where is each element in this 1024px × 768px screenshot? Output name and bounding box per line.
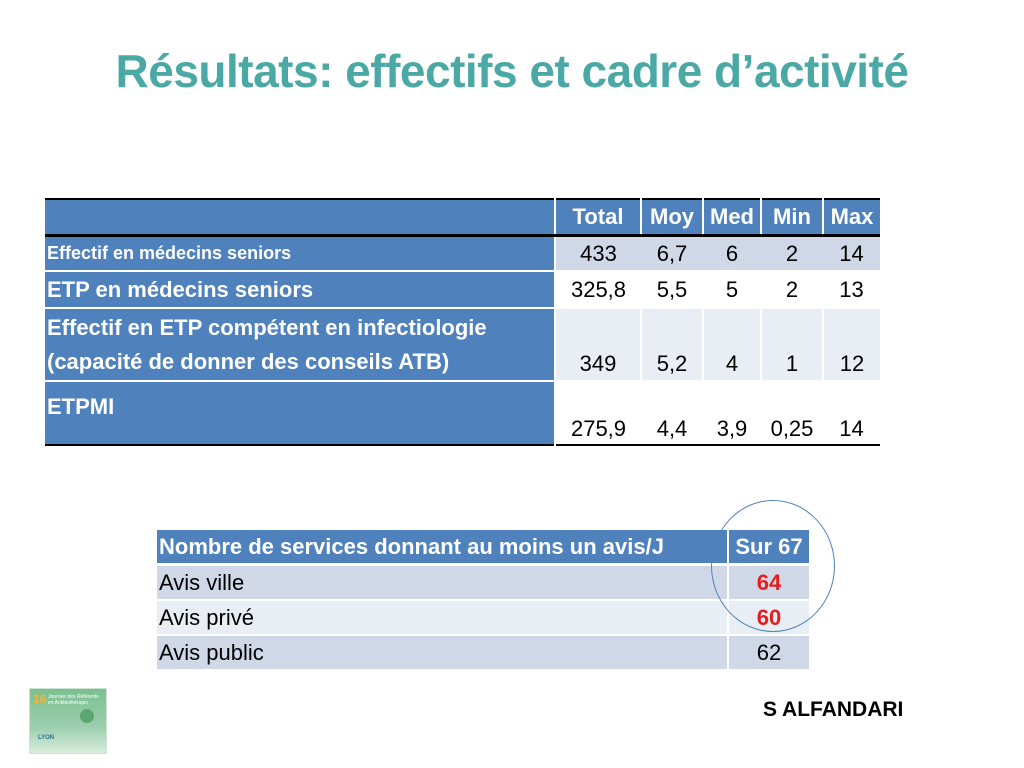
logo-text: Journée des Référents en Antibiothérapie: [48, 694, 104, 706]
cell-total: 275,9: [555, 381, 641, 445]
cell-total: 433: [555, 235, 641, 272]
header-label: Nombre de services donnant au moins un a…: [157, 530, 728, 566]
row-value: 62: [727, 635, 809, 671]
conference-logo: 16 Journée des Référents en Antibiothéra…: [29, 688, 107, 754]
cell-med: 3,9: [703, 381, 761, 445]
cell-max: 12: [822, 308, 880, 382]
cell-min: 0,25: [761, 381, 823, 445]
header-max: Max: [822, 199, 880, 237]
row-label: Avis ville: [157, 564, 728, 601]
cell-total: 349: [554, 308, 641, 382]
table-row: ETPMI 275,9 4,4 3,9 0,25 14: [45, 381, 880, 445]
logo-number: 16: [33, 692, 47, 706]
cell-moy: 4,4: [641, 381, 703, 445]
table-header-row: Total Moy Med Min Max: [45, 199, 880, 237]
cell-med: 5: [703, 271, 761, 309]
logo-text-line: en Antibiothérapie: [48, 700, 89, 706]
author-name: S ALFANDARI: [763, 698, 904, 721]
header-med: Med: [702, 199, 761, 237]
header-moy: Moy: [640, 199, 703, 237]
cell-min: 2: [761, 235, 823, 272]
table-row: ETP en médecins seniors 325,8 5,5 5 2 13: [45, 271, 880, 309]
header-cell-empty: [45, 199, 556, 237]
cell-moy: 5,5: [641, 271, 703, 309]
cell-total: 325,8: [555, 271, 641, 309]
cell-max: 14: [823, 235, 880, 272]
cell-min: 1: [760, 308, 823, 382]
row-label-line: Effectif en ETP compétent en infectiolog…: [47, 314, 487, 340]
row-label-line: (capacité de donner des conseils ATB): [47, 348, 450, 374]
table-row: Avis public 62: [157, 635, 809, 671]
row-label: Avis privé: [157, 600, 728, 636]
cell-moy: 6,7: [641, 235, 703, 272]
row-label: Effectif en ETP compétent en infectiolog…: [45, 308, 556, 382]
cell-med: 4: [702, 308, 761, 382]
header-total: Total: [554, 199, 641, 237]
cell-max: 14: [823, 381, 880, 445]
logo-text-line: Journée des Référents: [48, 694, 99, 700]
cell-med: 6: [703, 235, 761, 272]
cell-max: 13: [823, 271, 880, 309]
row-label: ETP en médecins seniors: [45, 271, 556, 309]
row-label: ETPMI: [45, 381, 556, 445]
table-row: Effectif en médecins seniors 433 6,7 6 2…: [45, 235, 880, 272]
row-label: Effectif en médecins seniors: [45, 235, 556, 272]
leaf-icon: [80, 709, 94, 723]
table-row: Effectif en ETP compétent en infectiolog…: [45, 308, 880, 382]
header-min: Min: [760, 199, 823, 237]
cell-min: 2: [761, 271, 823, 309]
cell-moy: 5,2: [640, 308, 703, 382]
staffing-table: Total Moy Med Min Max Effectif en médeci…: [45, 198, 880, 446]
highlight-circle: [711, 500, 835, 632]
slide-title: Résultats: effectifs et cadre d’activité: [115, 45, 909, 97]
advice-services-table: Nombre de services donnant au moins un a…: [157, 530, 809, 671]
logo-city: LYON: [38, 735, 55, 741]
table-row: Avis privé 60: [157, 600, 809, 636]
row-label: Avis public: [157, 635, 728, 671]
